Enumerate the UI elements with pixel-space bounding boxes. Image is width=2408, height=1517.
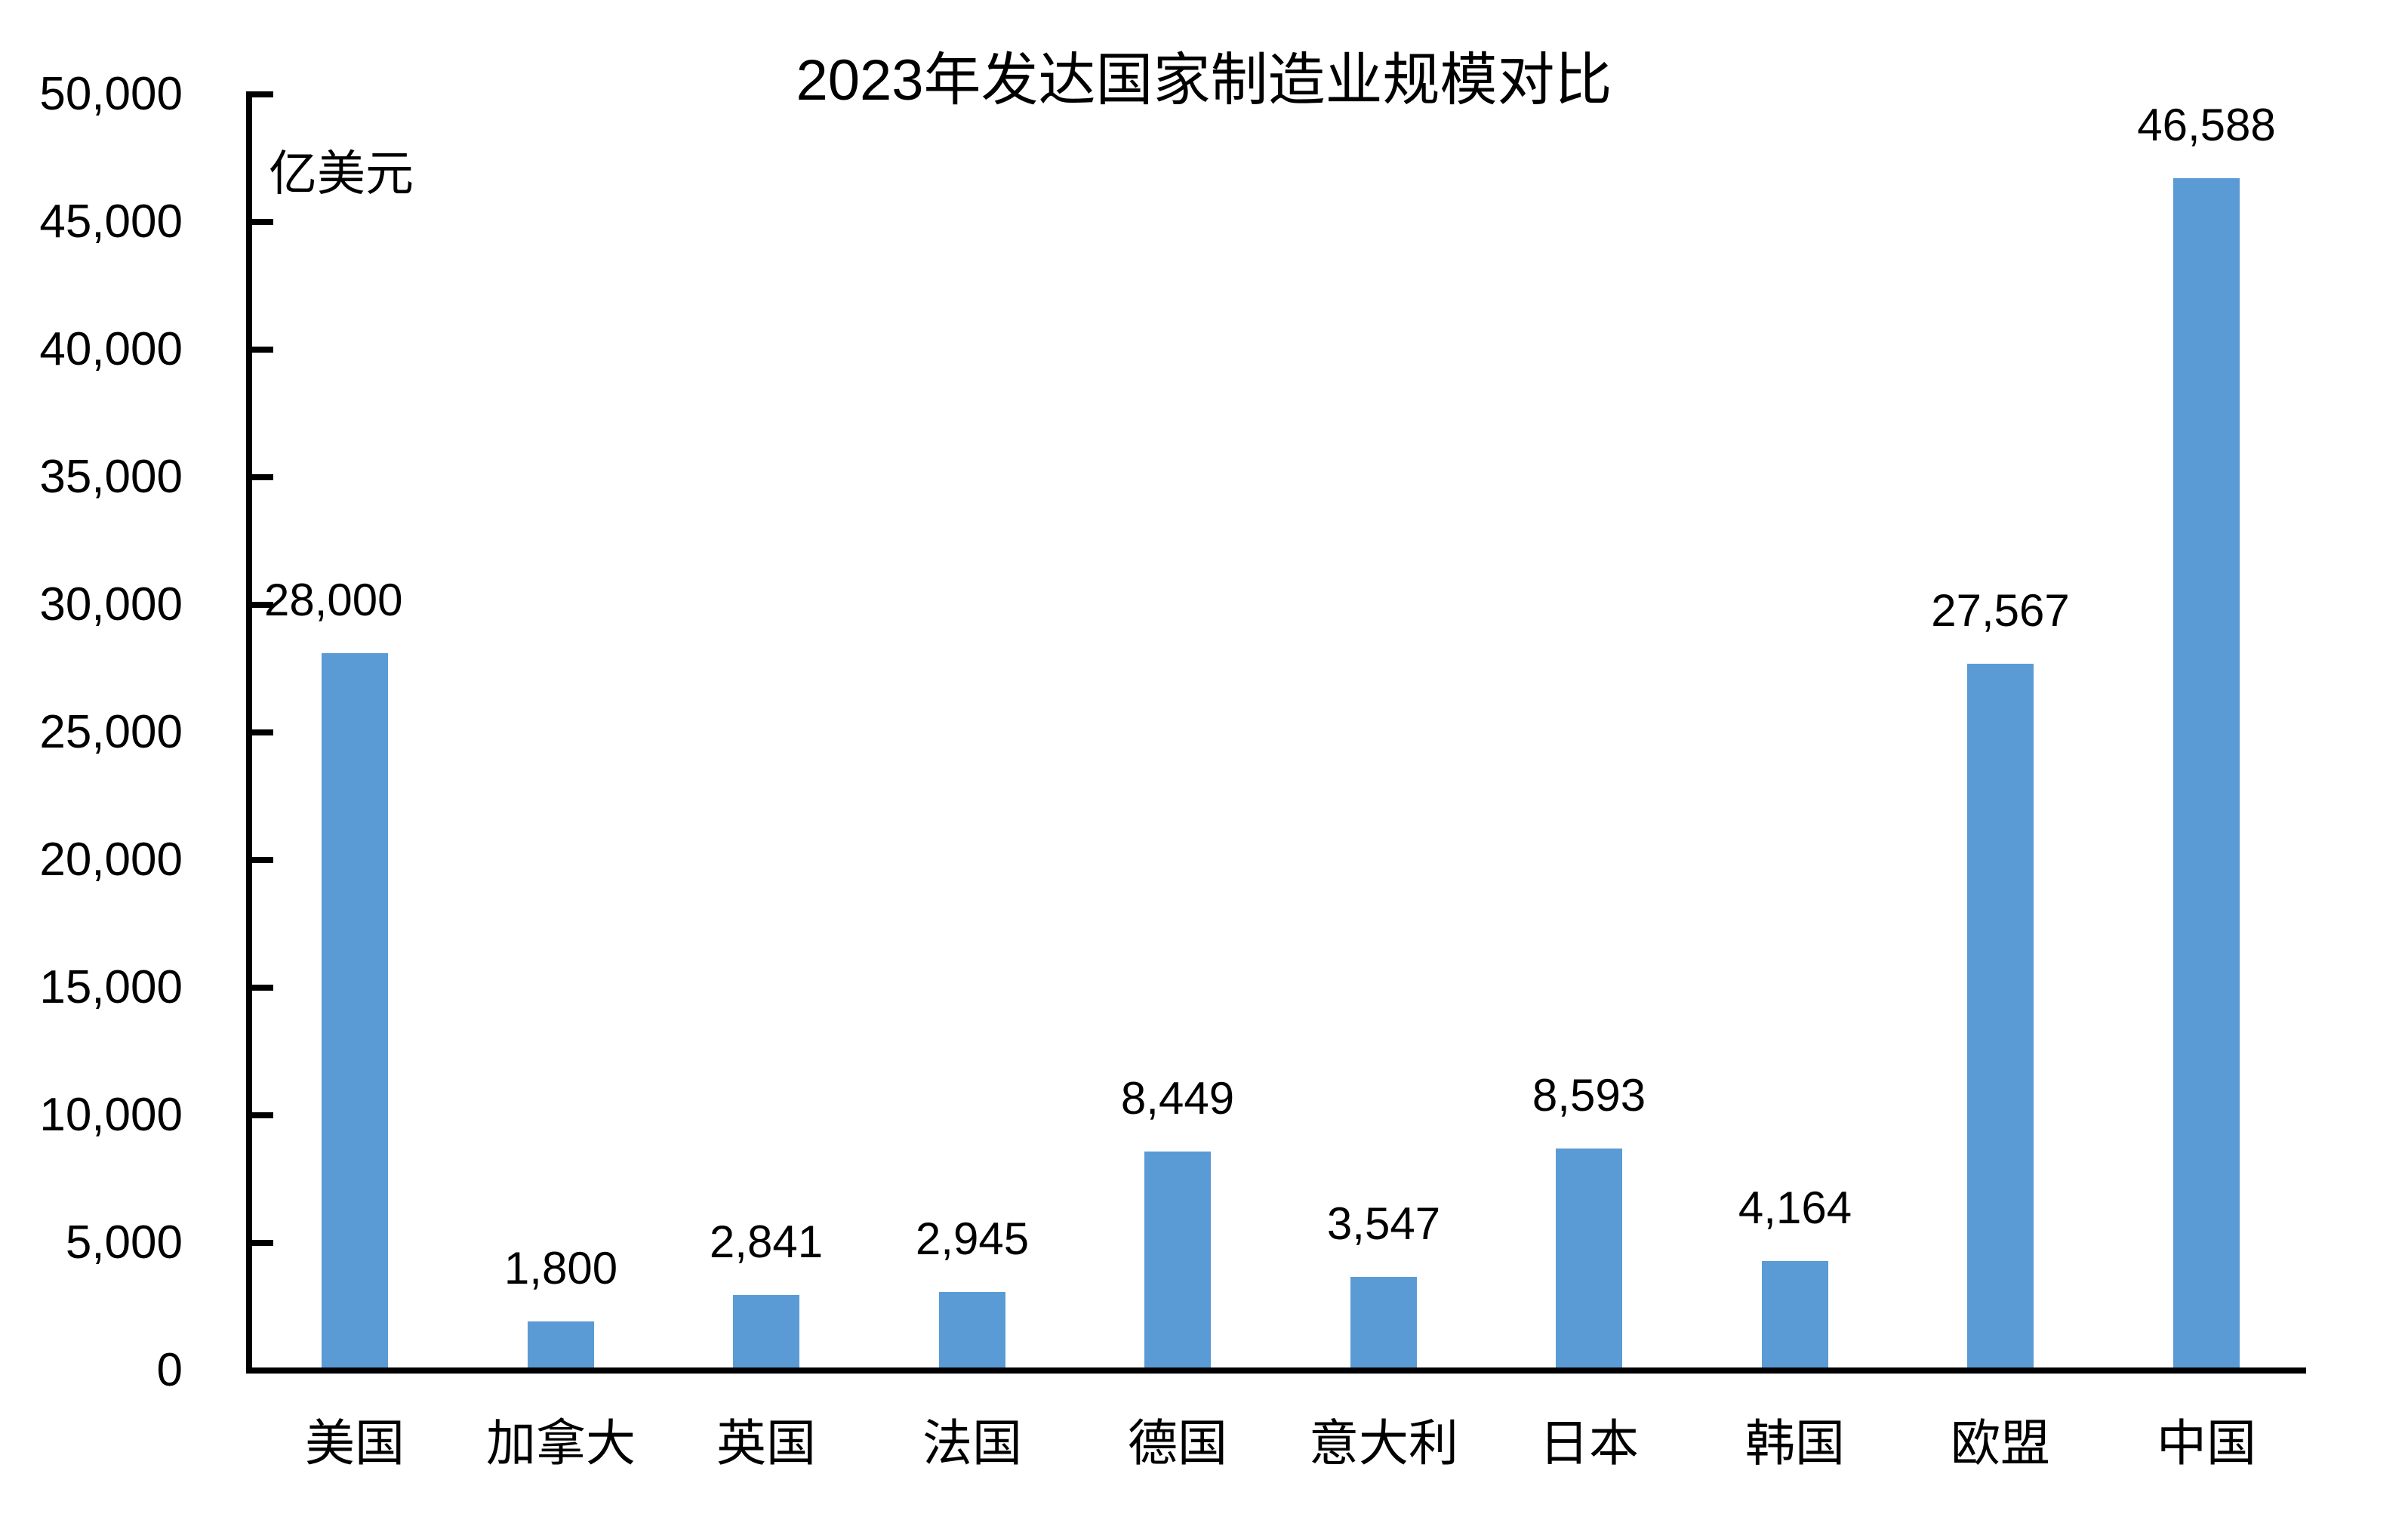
bar <box>1556 1149 1622 1367</box>
bar <box>1762 1261 1828 1367</box>
x-axis-category-label: 意大利 <box>1309 1415 1458 1471</box>
y-axis-tick <box>252 347 273 353</box>
x-axis-category-label: 加拿大 <box>486 1415 636 1471</box>
y-axis-tick <box>252 219 273 225</box>
x-axis-line <box>246 1367 2306 1374</box>
bar <box>939 1292 1005 1367</box>
y-axis-line <box>246 91 252 1374</box>
x-axis-category-label: 欧盟 <box>1951 1415 2050 1471</box>
y-axis-tick-label: 0 <box>156 1344 183 1396</box>
y-axis-tick <box>252 1112 273 1118</box>
bar <box>1350 1277 1417 1367</box>
bar-data-label: 46,588 <box>2137 100 2276 150</box>
bar-data-label: 4,164 <box>1738 1182 1852 1233</box>
y-axis-tick <box>252 1240 273 1246</box>
bar <box>322 653 388 1367</box>
bar-data-label: 27,567 <box>1931 585 2070 636</box>
y-axis-tick-label: 50,000 <box>39 68 183 120</box>
chart-title: 2023年发达国家制造业规模对比 <box>796 48 1612 113</box>
bar <box>1967 664 2034 1367</box>
y-axis-tick-label: 30,000 <box>39 578 183 631</box>
x-axis-category-label: 德国 <box>1128 1415 1227 1471</box>
y-axis-tick <box>252 91 273 97</box>
y-axis-tick-label: 5,000 <box>65 1216 183 1269</box>
bar-data-label: 8,593 <box>1532 1070 1646 1121</box>
y-axis-tick-label: 10,000 <box>39 1089 183 1141</box>
bar <box>733 1295 799 1367</box>
x-axis-category-label: 英国 <box>716 1415 816 1471</box>
x-axis-category-label: 美国 <box>305 1415 405 1471</box>
y-axis-tick-label: 40,000 <box>39 323 183 375</box>
y-axis-tick <box>252 729 273 735</box>
y-axis-tick <box>252 857 273 863</box>
bar-data-label: 2,945 <box>915 1213 1030 1264</box>
y-axis-unit-label: 亿美元 <box>269 146 414 201</box>
bar <box>1144 1152 1211 1367</box>
y-axis-tick-label: 25,000 <box>39 706 183 758</box>
bar-data-label: 2,841 <box>709 1216 824 1267</box>
bar <box>528 1321 594 1367</box>
bar-data-label: 1,800 <box>503 1243 618 1293</box>
y-axis-tick <box>252 985 273 991</box>
x-axis-category-label: 法国 <box>922 1415 1022 1471</box>
bar <box>2173 178 2240 1367</box>
y-axis-tick-label: 20,000 <box>39 834 183 886</box>
x-axis-category-label: 韩国 <box>1745 1415 1845 1471</box>
y-axis-tick <box>252 474 273 480</box>
x-axis-category-label: 日本 <box>1539 1415 1639 1471</box>
x-axis-category-label: 中国 <box>2157 1415 2256 1471</box>
bar-data-label: 28,000 <box>264 575 403 625</box>
y-axis-tick-label: 15,000 <box>39 961 183 1013</box>
y-axis-tick <box>252 602 273 608</box>
y-axis-tick-label: 35,000 <box>39 451 183 503</box>
bar-data-label: 3,547 <box>1326 1198 1441 1249</box>
y-axis-tick-label: 45,000 <box>39 196 183 248</box>
bar-data-label: 8,449 <box>1120 1073 1235 1124</box>
